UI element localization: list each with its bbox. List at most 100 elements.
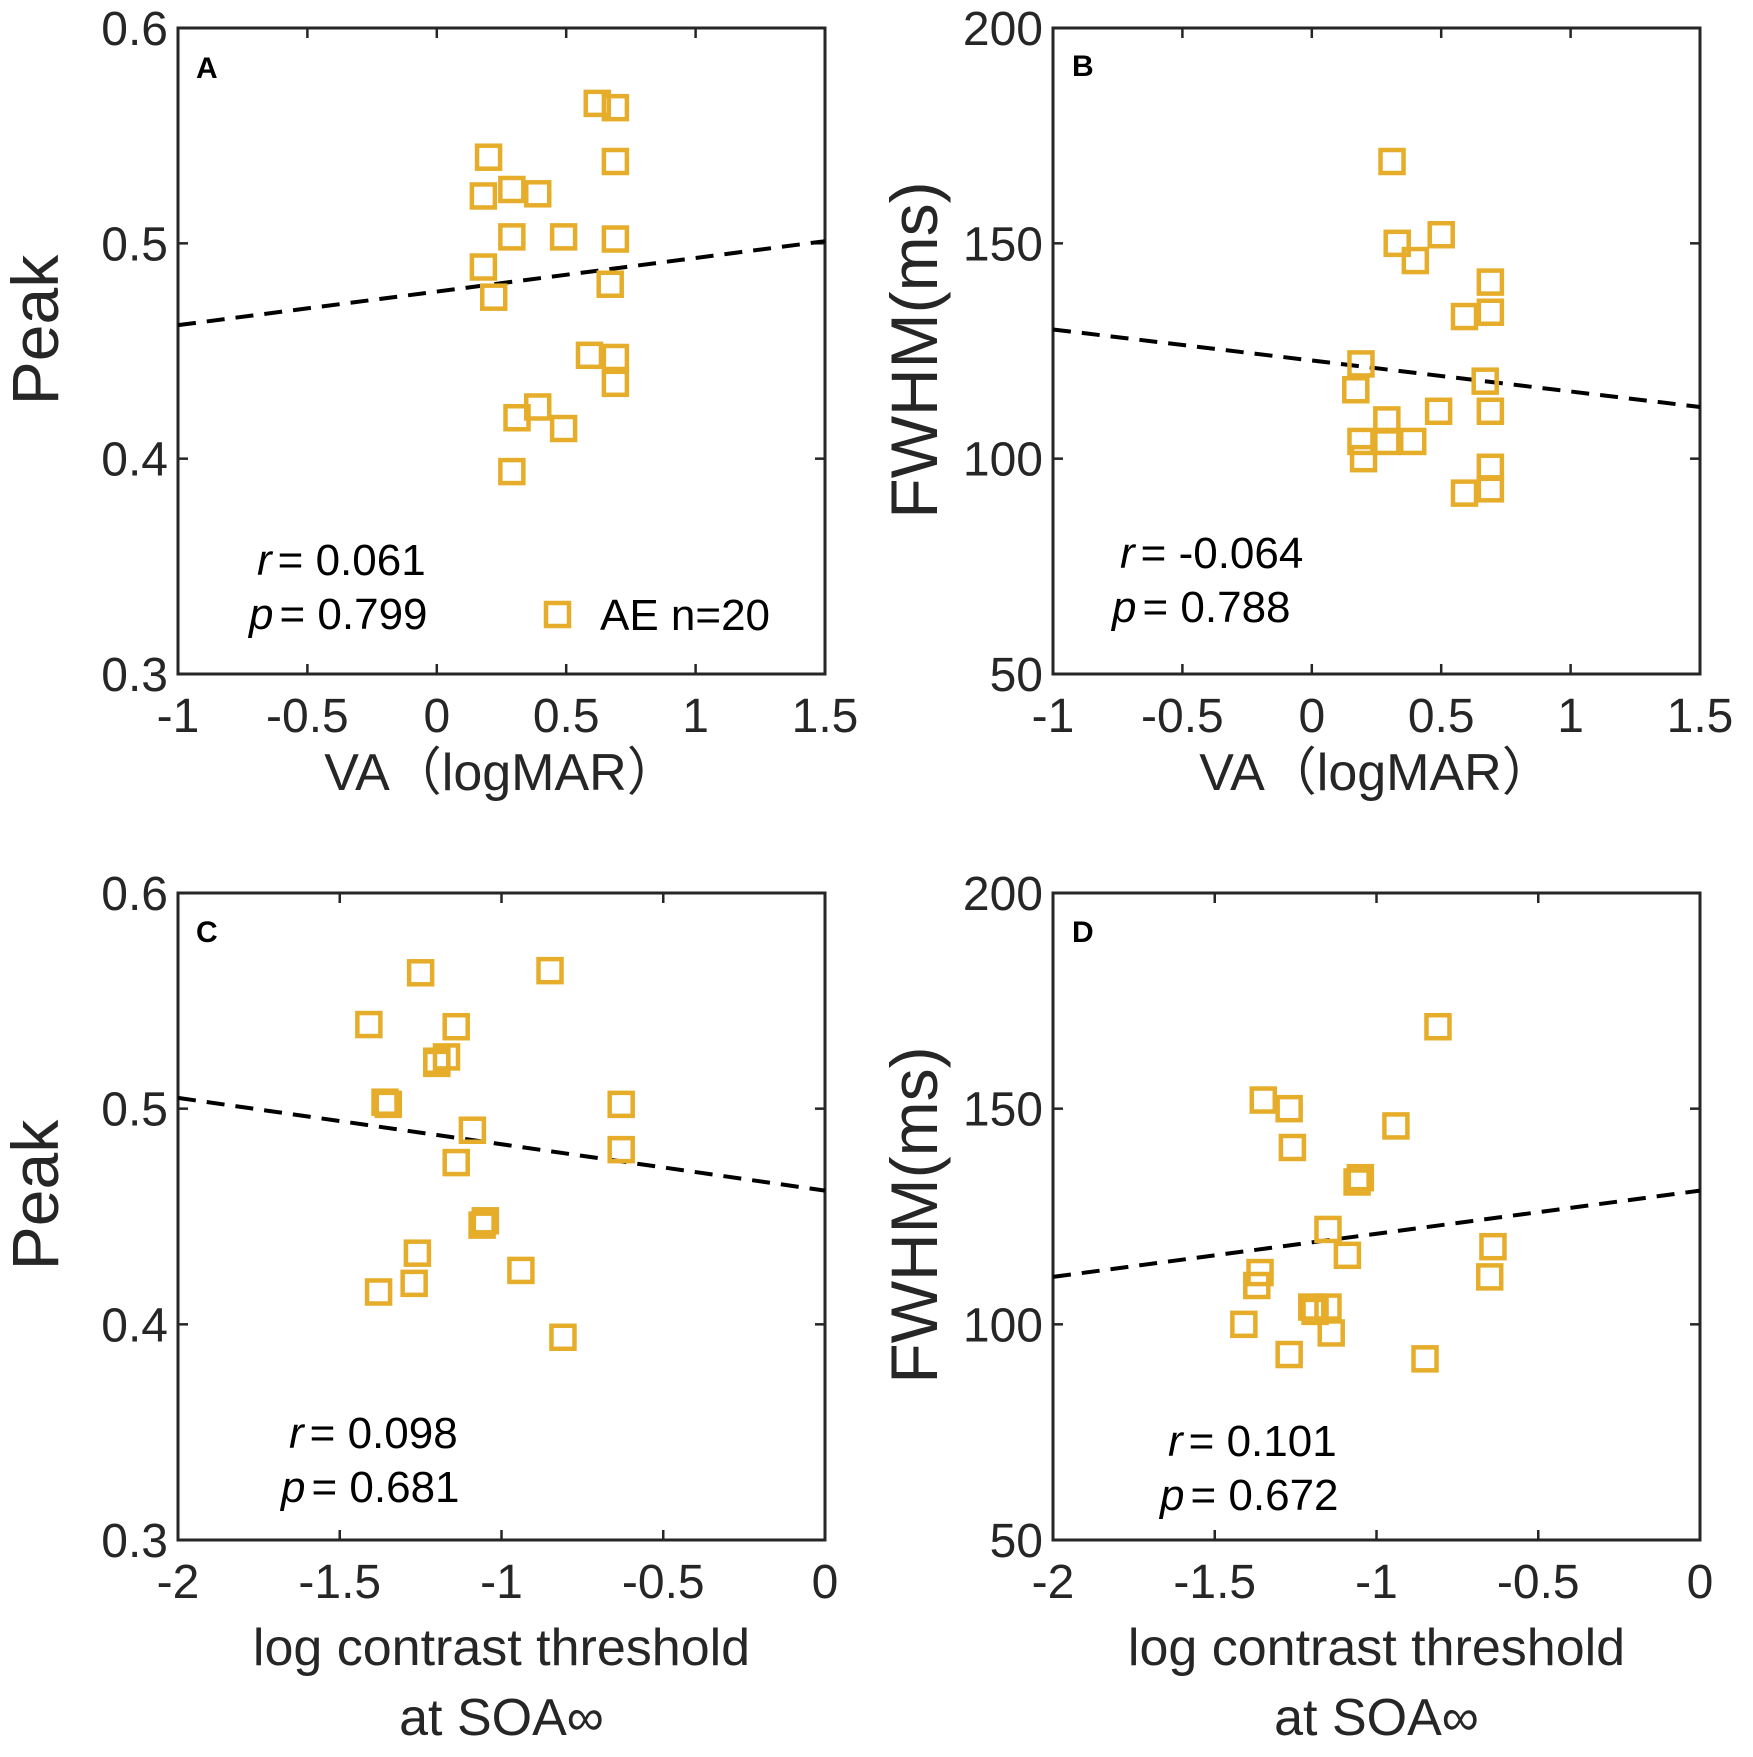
x-tick-label: -1.5 <box>298 1556 381 1609</box>
x-axis-label: VA（logMAR） <box>324 744 678 802</box>
data-point <box>1373 427 1401 456</box>
x-tick-label: -0.5 <box>266 690 349 743</box>
x-axis-label-line2: at SOA∞ <box>1274 1689 1479 1747</box>
panel-letter: A <box>196 52 218 85</box>
data-point <box>1476 397 1505 426</box>
data-point <box>1424 397 1453 426</box>
data-point <box>355 1010 383 1039</box>
y-tick-label: 100 <box>963 1299 1043 1352</box>
p-stat: p = 0.672 <box>1158 1471 1339 1520</box>
y-tick-label: 0.3 <box>101 1515 168 1568</box>
panel-b: -1 -0.5 0 0.5 1 1.5 50 100 150 200 VA（logMAR） FWHM(… <box>877 3 1733 802</box>
x-tick-label: -1 <box>1355 1556 1398 1609</box>
data-point <box>1243 1271 1271 1300</box>
data-point <box>1479 1232 1507 1261</box>
data-point <box>1343 1168 1371 1196</box>
data-point <box>607 1135 635 1164</box>
axes-box <box>1051 891 1702 1542</box>
data-point <box>1298 1293 1326 1321</box>
data-point <box>607 1090 635 1119</box>
data-point <box>1427 220 1455 249</box>
data-point <box>1314 1215 1342 1244</box>
r-stat: r = -0.064 <box>1120 529 1303 578</box>
data-point <box>1401 246 1430 275</box>
p-stat: p = 0.681 <box>279 1463 460 1512</box>
data-point <box>1249 1086 1278 1114</box>
r-value: = 0.098 <box>310 1409 458 1458</box>
y-tick-label: 200 <box>963 3 1043 56</box>
x-axis-label-line2: at SOA∞ <box>399 1689 604 1747</box>
data-point <box>1275 1340 1303 1369</box>
y-tick-label: 50 <box>990 1515 1043 1568</box>
x-tick-label: -1 <box>1032 690 1075 743</box>
data-point <box>1349 444 1378 473</box>
data-point <box>423 1049 451 1078</box>
data-point <box>575 341 604 370</box>
panel-d: -2 -1.5 -1 -0.5 0 50 100 150 200 log contrast thr… <box>877 868 1713 1747</box>
x-tick-label: 1 <box>682 690 709 743</box>
data-point <box>442 1012 470 1041</box>
data-point <box>601 343 630 372</box>
data-point <box>406 959 435 987</box>
data-point <box>474 143 503 171</box>
axes-box <box>176 891 827 1542</box>
data-point <box>1475 1263 1504 1291</box>
y-tick-label: 0.5 <box>101 218 168 271</box>
data-point <box>596 270 624 298</box>
data-point <box>503 404 531 432</box>
r-symbol: r <box>1168 1417 1185 1466</box>
fit-line <box>1052 327 1701 409</box>
x-tick-label: -0.5 <box>622 1556 705 1609</box>
fit-line <box>1052 1188 1701 1279</box>
p-stat: p = 0.788 <box>1110 583 1291 632</box>
data-point <box>1347 350 1375 378</box>
legend-marker <box>543 600 572 629</box>
y-tick-label: 0.6 <box>101 3 168 56</box>
data-point <box>507 1256 535 1285</box>
y-tick-label: 0.4 <box>101 1299 168 1352</box>
r-symbol: r <box>1120 529 1137 578</box>
data-point <box>403 1239 432 1267</box>
data-point <box>1411 1345 1439 1373</box>
data-point <box>536 956 564 985</box>
y-tick-label: 150 <box>963 218 1043 271</box>
data-point <box>1317 1319 1345 1347</box>
data-point <box>1333 1241 1362 1270</box>
data-point <box>1398 427 1427 456</box>
data-point <box>498 175 526 204</box>
data-point <box>583 89 612 118</box>
data-point <box>458 1116 487 1144</box>
y-tick-label: 0.5 <box>101 1084 168 1137</box>
data-point <box>549 1323 577 1352</box>
x-tick-label: 0.5 <box>1408 690 1475 743</box>
data-point <box>1476 298 1505 326</box>
x-tick-label: -1 <box>480 1556 523 1609</box>
p-symbol: p <box>1110 583 1136 632</box>
legend-label: AE n=20 <box>600 591 770 640</box>
x-tick-label: 0 <box>812 1556 839 1609</box>
r-stat: r = 0.098 <box>289 1409 458 1458</box>
x-tick-label: 0.5 <box>533 690 600 743</box>
data-point <box>1230 1310 1258 1339</box>
data-point <box>549 223 578 251</box>
x-tick-label: 0 <box>423 690 450 743</box>
data-point <box>400 1269 428 1298</box>
p-value: = 0.672 <box>1190 1471 1338 1520</box>
x-tick-label: -2 <box>1032 1556 1075 1609</box>
x-tick-label: -0.5 <box>1497 1556 1580 1609</box>
r-value: = 0.101 <box>1189 1417 1337 1466</box>
fit-line <box>177 1095 826 1193</box>
p-value: = 0.799 <box>279 590 427 639</box>
y-tick-label: 50 <box>990 649 1043 702</box>
data-point <box>364 1278 393 1306</box>
x-tick-label: -0.5 <box>1141 690 1224 743</box>
x-tick-label: -1.5 <box>1173 1556 1256 1609</box>
x-axis-label: VA（logMAR） <box>1199 744 1553 802</box>
y-tick-label: 0.4 <box>101 434 168 487</box>
data-point <box>549 414 578 443</box>
x-tick-label: 0 <box>1687 1556 1714 1609</box>
x-axis-label: log contrast threshold <box>253 1619 750 1677</box>
axes-box <box>176 26 827 676</box>
y-axis-label: Peak <box>0 254 72 405</box>
